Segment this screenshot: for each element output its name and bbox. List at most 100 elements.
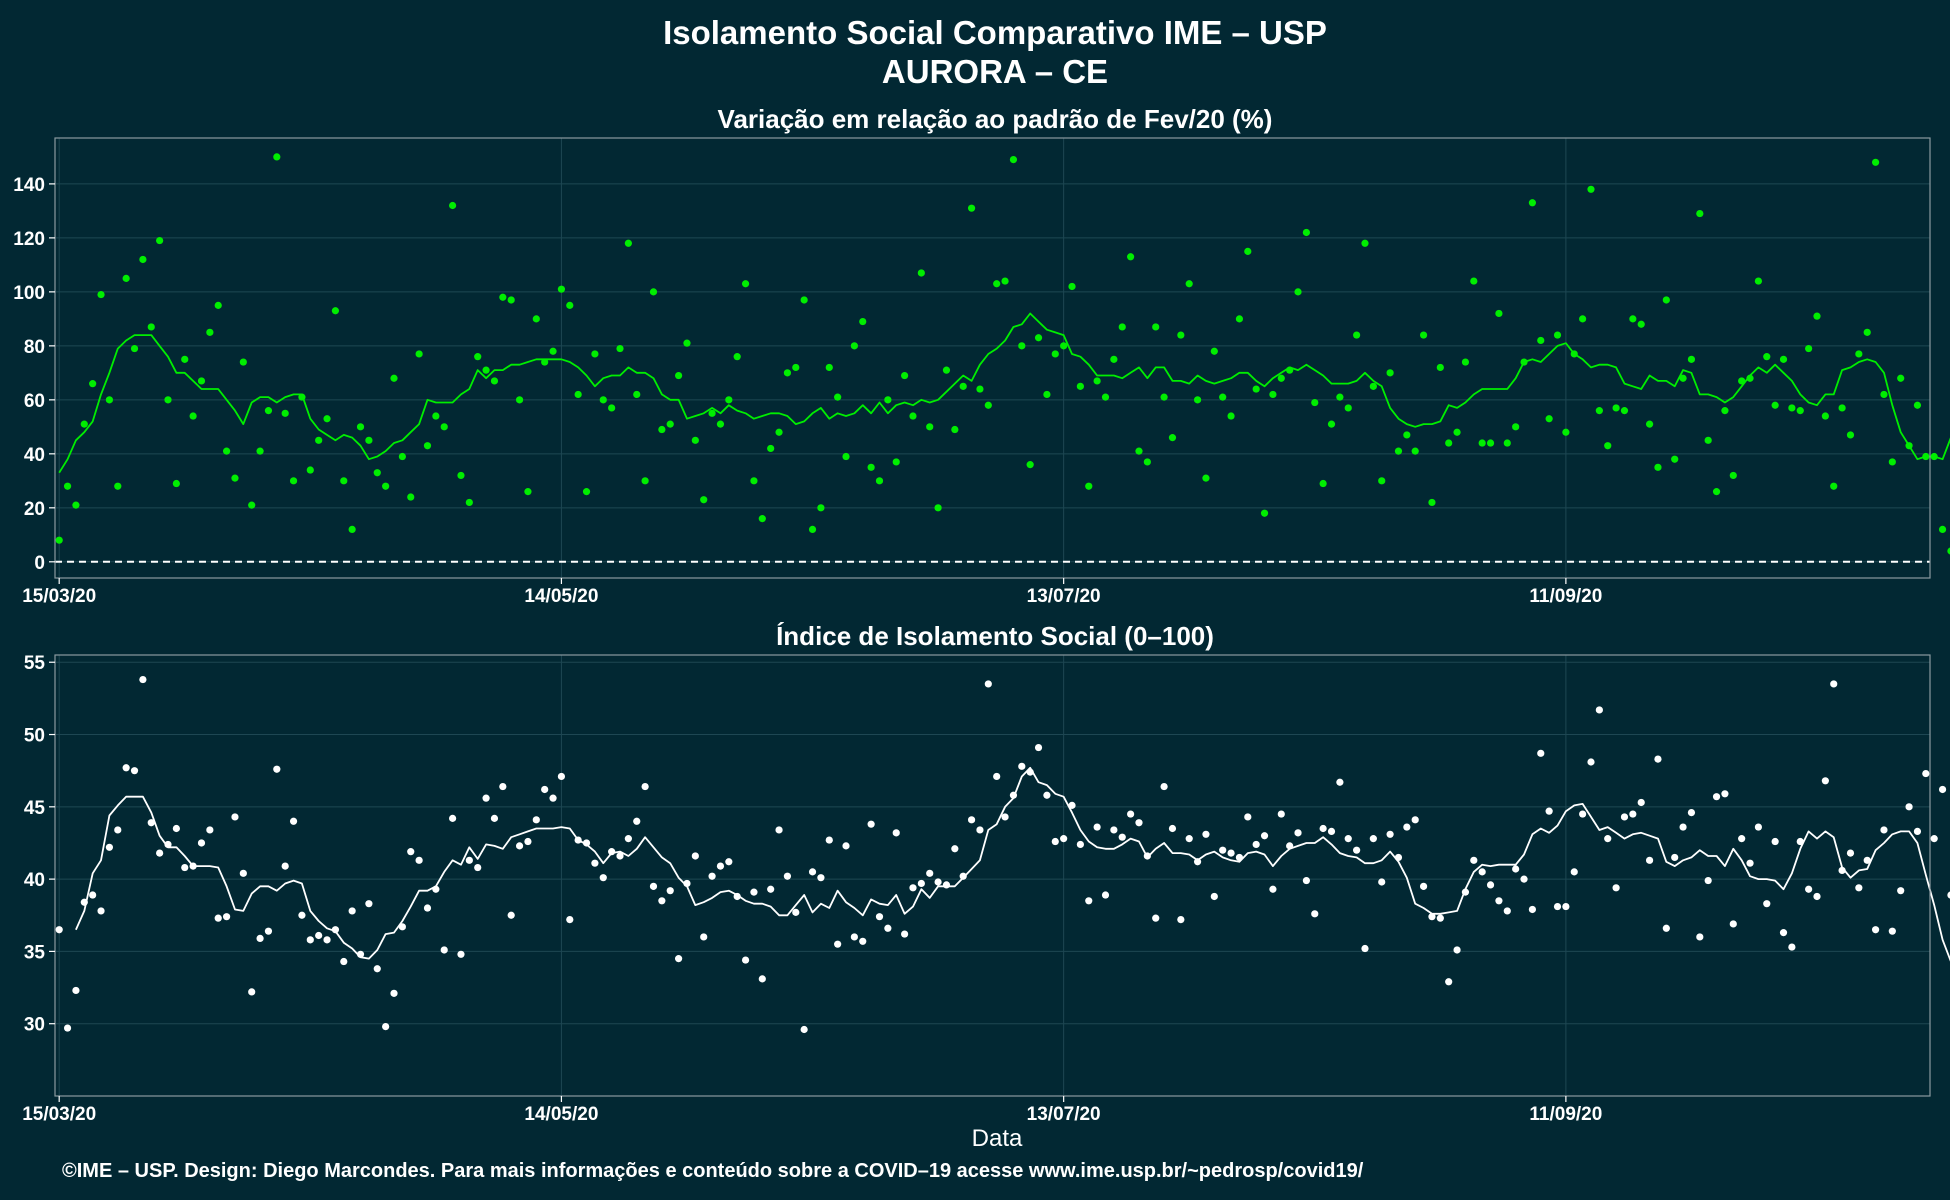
bottom-data-point xyxy=(901,930,909,938)
bottom-data-point xyxy=(1880,826,1888,834)
top-data-point xyxy=(649,288,658,296)
top-data-point xyxy=(97,290,105,299)
x-axis-label: Data xyxy=(972,1125,1023,1152)
bottom-data-point xyxy=(1486,881,1495,889)
top-data-point xyxy=(1821,412,1829,420)
bottom-data-point xyxy=(181,863,189,872)
top-data-point xyxy=(1470,277,1478,285)
top-data-point xyxy=(1235,315,1244,323)
bottom-data-point xyxy=(382,1022,390,1031)
bottom-data-point xyxy=(365,900,373,908)
bottom-data-point xyxy=(1654,755,1662,763)
top-plot-panel: 0 20 40 60 80 100 120 140 15/03/20 14/05/20 13/07/… xyxy=(13,137,1950,607)
bottom-data-point xyxy=(1587,758,1595,766)
top-data-point xyxy=(1361,239,1369,247)
bottom-data-point xyxy=(407,848,415,856)
top-data-point xyxy=(867,463,875,471)
bottom-data-point xyxy=(1277,810,1285,818)
top-data-point xyxy=(1871,158,1880,166)
bottom-data-point xyxy=(1503,907,1511,915)
bottom-data-point xyxy=(976,826,984,834)
bottom-data-point xyxy=(641,782,649,791)
top-data-point xyxy=(1051,350,1059,358)
bottom-data-point xyxy=(1336,778,1344,786)
top-data-point xyxy=(1880,390,1888,399)
top-data-point xyxy=(515,396,524,404)
bottom-data-point xyxy=(1001,813,1009,821)
bottom-data-point xyxy=(1721,790,1729,798)
top-panel-title: Variação em relação ao padrão de Fev/20 … xyxy=(718,104,1273,134)
bottom-data-point xyxy=(951,845,959,853)
top-data-point xyxy=(490,377,499,385)
top-data-point xyxy=(147,323,155,331)
top-data-point xyxy=(1805,344,1813,353)
top-data-point xyxy=(1796,407,1804,415)
top-data-point xyxy=(1026,461,1034,469)
bottom-data-point xyxy=(1168,824,1177,833)
top-data-point xyxy=(1353,331,1361,339)
top-data-point xyxy=(591,350,599,358)
bottom-data-point xyxy=(1110,826,1118,834)
bottom-y-tick-label: 35 xyxy=(24,942,46,963)
top-data-point xyxy=(700,496,708,504)
top-data-point xyxy=(934,504,942,512)
bottom-data-point xyxy=(114,826,122,834)
bottom-data-point xyxy=(1269,885,1277,893)
top-data-point xyxy=(181,355,189,363)
top-data-point xyxy=(1645,420,1654,428)
bottom-data-point xyxy=(197,839,206,847)
top-panel-border xyxy=(54,137,1931,579)
top-data-point xyxy=(382,482,390,490)
bottom-data-point xyxy=(1579,810,1587,818)
top-data-point xyxy=(1461,358,1470,366)
top-data-point xyxy=(1486,439,1495,447)
top-data-point xyxy=(1679,374,1687,382)
top-data-point xyxy=(281,409,289,417)
bottom-data-point xyxy=(750,888,758,896)
bottom-data-point xyxy=(1244,813,1252,821)
credit-text: ©IME – USP. Design: Diego Marcondes. Par… xyxy=(62,1160,1364,1182)
bottom-data-point xyxy=(1696,933,1704,941)
bottom-data-point xyxy=(1537,749,1545,757)
bottom-data-point xyxy=(524,837,532,846)
bottom-data-point xyxy=(1913,827,1922,836)
bottom-data-point xyxy=(1177,916,1185,924)
bottom-data-point xyxy=(1754,823,1763,831)
bottom-data-point xyxy=(959,872,967,880)
top-data-point xyxy=(574,390,582,399)
bottom-data-point xyxy=(859,937,867,945)
top-data-point xyxy=(407,493,415,501)
top-data-point xyxy=(356,423,365,431)
top-data-point xyxy=(984,401,992,409)
bottom-data-point xyxy=(1871,926,1880,934)
bottom-data-point xyxy=(482,794,490,802)
top-data-point xyxy=(750,477,758,485)
bottom-data-point xyxy=(156,849,164,857)
top-data-point xyxy=(524,488,532,496)
top-data-point xyxy=(800,296,808,304)
bottom-data-point xyxy=(1436,914,1444,922)
bottom-data-point xyxy=(1353,846,1361,854)
bottom-data-point xyxy=(1386,830,1394,838)
top-data-point xyxy=(507,296,515,304)
bottom-data-point xyxy=(1947,891,1950,899)
bottom-data-point xyxy=(1118,833,1126,841)
bottom-data-point xyxy=(775,826,783,834)
top-data-point xyxy=(1779,355,1788,363)
top-data-point xyxy=(624,239,632,247)
top-moving-average-line xyxy=(58,312,1950,474)
top-data-point xyxy=(1604,442,1612,450)
bottom-data-point xyxy=(1445,978,1453,986)
bottom-data-point xyxy=(1453,946,1461,954)
bottom-data-point xyxy=(532,816,540,824)
top-data-point xyxy=(1595,407,1603,415)
bottom-data-point xyxy=(1788,943,1796,951)
bottom-data-point xyxy=(214,914,222,922)
bottom-data-point xyxy=(1160,782,1168,791)
top-data-point xyxy=(1503,439,1511,447)
bottom-data-point xyxy=(1604,835,1612,843)
top-x-tick-label: 11/09/20 xyxy=(1529,586,1602,607)
bottom-data-point xyxy=(390,989,398,997)
bottom-plot-panel: 30 35 40 45 50 55 15/03/20 14/05/20 13/07/20 11/0… xyxy=(22,653,1950,1125)
bottom-data-point xyxy=(1152,914,1160,922)
